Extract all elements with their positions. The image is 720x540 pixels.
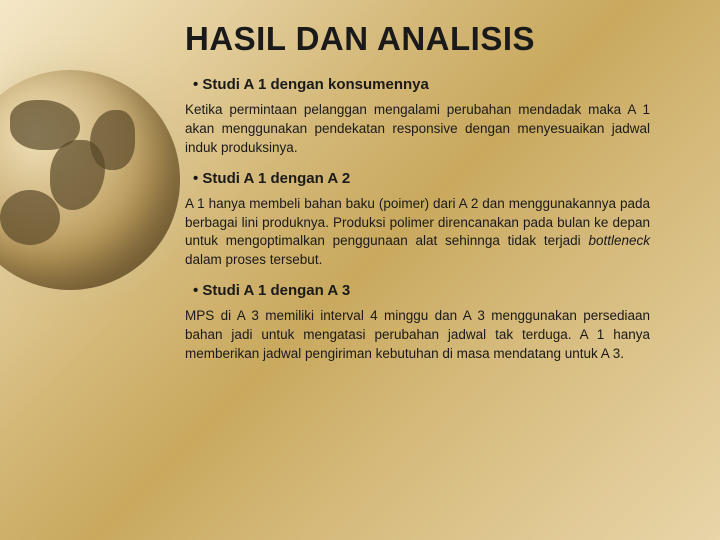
- slide-content: HASIL DAN ANALISIS • Studi A 1 dengan ko…: [0, 0, 720, 390]
- section-3-body: MPS di A 3 memiliki interval 4 minggu da…: [185, 307, 650, 364]
- section-3-heading: • Studi A 1 dengan A 3: [185, 282, 650, 299]
- section-1-heading: • Studi A 1 dengan konsumennya: [185, 76, 650, 93]
- section-1-body: Ketika permintaan pelanggan mengalami pe…: [185, 101, 650, 158]
- section-1: • Studi A 1 dengan konsumennya Ketika pe…: [185, 76, 650, 158]
- section-2-heading: • Studi A 1 dengan A 2: [185, 170, 650, 187]
- section-2: • Studi A 1 dengan A 2 A 1 hanya membeli…: [185, 170, 650, 271]
- section-3: • Studi A 1 dengan A 3 MPS di A 3 memili…: [185, 282, 650, 364]
- slide-title: HASIL DAN ANALISIS: [185, 20, 650, 58]
- section-2-body: A 1 hanya membeli bahan baku (poimer) da…: [185, 195, 650, 271]
